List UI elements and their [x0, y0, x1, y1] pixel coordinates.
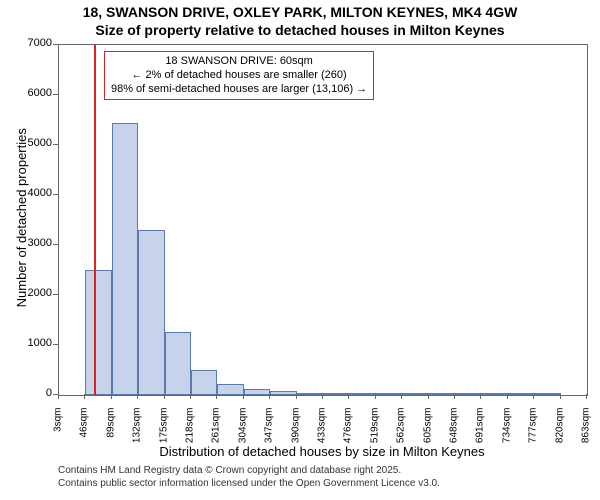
x-tick-label: 605sqm — [422, 408, 433, 454]
x-tick-mark — [111, 394, 112, 399]
y-axis-label: Number of detached properties — [14, 122, 29, 315]
x-tick-label: 347sqm — [264, 408, 275, 454]
annotation-line-1: 18 SWANSON DRIVE: 60sqm — [111, 55, 367, 69]
y-tick-label: 0 — [18, 387, 52, 399]
histogram-bar — [244, 389, 270, 395]
y-tick-mark — [53, 94, 58, 95]
x-tick-mark — [164, 394, 165, 399]
histogram-bar — [323, 393, 349, 395]
histogram-bar — [165, 332, 191, 396]
x-tick-label: 562sqm — [396, 408, 407, 454]
histogram-bar — [138, 230, 164, 395]
x-tick-label: 648sqm — [449, 408, 460, 454]
histogram-bar — [270, 391, 296, 395]
x-tick-label: 476sqm — [343, 408, 354, 454]
x-tick-mark — [507, 394, 508, 399]
y-tick-mark — [53, 194, 58, 195]
footnote: Contains HM Land Registry data © Crown c… — [58, 464, 440, 490]
footnote-line-2: Contains public sector information licen… — [58, 477, 440, 490]
x-tick-label: 433sqm — [317, 408, 328, 454]
x-tick-mark — [454, 394, 455, 399]
x-tick-label: 734sqm — [501, 408, 512, 454]
x-tick-label: 519sqm — [369, 408, 380, 454]
title-line-1: 18, SWANSON DRIVE, OXLEY PARK, MILTON KE… — [0, 4, 600, 22]
x-tick-label: 261sqm — [211, 408, 222, 454]
x-tick-label: 390sqm — [290, 408, 301, 454]
x-tick-label: 132sqm — [132, 408, 143, 454]
histogram-bar — [481, 393, 507, 395]
y-tick-label: 1000 — [18, 337, 52, 349]
title-line-2: Size of property relative to detached ho… — [0, 22, 600, 40]
x-tick-label: 820sqm — [554, 408, 565, 454]
y-tick-label: 4000 — [18, 187, 52, 199]
histogram-bar — [376, 393, 402, 395]
x-tick-label: 691sqm — [475, 408, 486, 454]
x-tick-mark — [137, 394, 138, 399]
x-tick-mark — [428, 394, 429, 399]
x-tick-mark — [348, 394, 349, 399]
histogram-bar — [191, 370, 217, 396]
histogram-bar — [217, 384, 243, 395]
histogram-bar — [534, 393, 560, 395]
y-tick-mark — [53, 244, 58, 245]
x-tick-label: 46sqm — [79, 408, 90, 454]
y-tick-label: 2000 — [18, 287, 52, 299]
y-tick-mark — [53, 344, 58, 345]
x-tick-label: 218sqm — [185, 408, 196, 454]
x-tick-mark — [322, 394, 323, 399]
y-tick-mark — [53, 294, 58, 295]
x-tick-mark — [560, 394, 561, 399]
histogram-bar — [349, 393, 375, 395]
y-tick-mark — [53, 144, 58, 145]
annotation-line-3: 98% of semi-detached houses are larger (… — [111, 83, 367, 97]
x-tick-label: 304sqm — [237, 408, 248, 454]
plot-area: 18 SWANSON DRIVE: 60sqm ← 2% of detached… — [58, 44, 588, 396]
y-tick-mark — [53, 44, 58, 45]
y-tick-label: 5000 — [18, 137, 52, 149]
x-tick-mark — [480, 394, 481, 399]
histogram-bar — [85, 270, 111, 395]
x-tick-mark — [401, 394, 402, 399]
histogram-bar — [508, 393, 534, 395]
x-tick-label: 863sqm — [581, 408, 592, 454]
histogram-bar — [297, 393, 323, 395]
x-tick-mark — [533, 394, 534, 399]
x-tick-mark — [84, 394, 85, 399]
annotation-box: 18 SWANSON DRIVE: 60sqm ← 2% of detached… — [104, 51, 374, 100]
x-tick-label: 3sqm — [53, 408, 64, 454]
x-tick-mark — [375, 394, 376, 399]
x-tick-mark — [190, 394, 191, 399]
histogram-bar — [455, 393, 481, 395]
x-tick-mark — [243, 394, 244, 399]
y-tick-label: 3000 — [18, 237, 52, 249]
histogram-bar — [402, 393, 428, 395]
x-tick-label: 89sqm — [105, 408, 116, 454]
x-tick-mark — [216, 394, 217, 399]
y-tick-label: 7000 — [18, 37, 52, 49]
chart-container: 18, SWANSON DRIVE, OXLEY PARK, MILTON KE… — [0, 0, 600, 500]
x-tick-label: 175sqm — [158, 408, 169, 454]
x-tick-mark — [586, 394, 587, 399]
x-tick-mark — [58, 394, 59, 399]
chart-title: 18, SWANSON DRIVE, OXLEY PARK, MILTON KE… — [0, 0, 600, 39]
footnote-line-1: Contains HM Land Registry data © Crown c… — [58, 464, 440, 477]
x-tick-mark — [296, 394, 297, 399]
x-tick-mark — [269, 394, 270, 399]
histogram-bar — [429, 393, 455, 395]
histogram-bar — [112, 123, 138, 396]
y-tick-label: 6000 — [18, 87, 52, 99]
property-marker-line — [94, 45, 96, 395]
x-tick-label: 777sqm — [528, 408, 539, 454]
annotation-line-2: ← 2% of detached houses are smaller (260… — [111, 69, 367, 83]
